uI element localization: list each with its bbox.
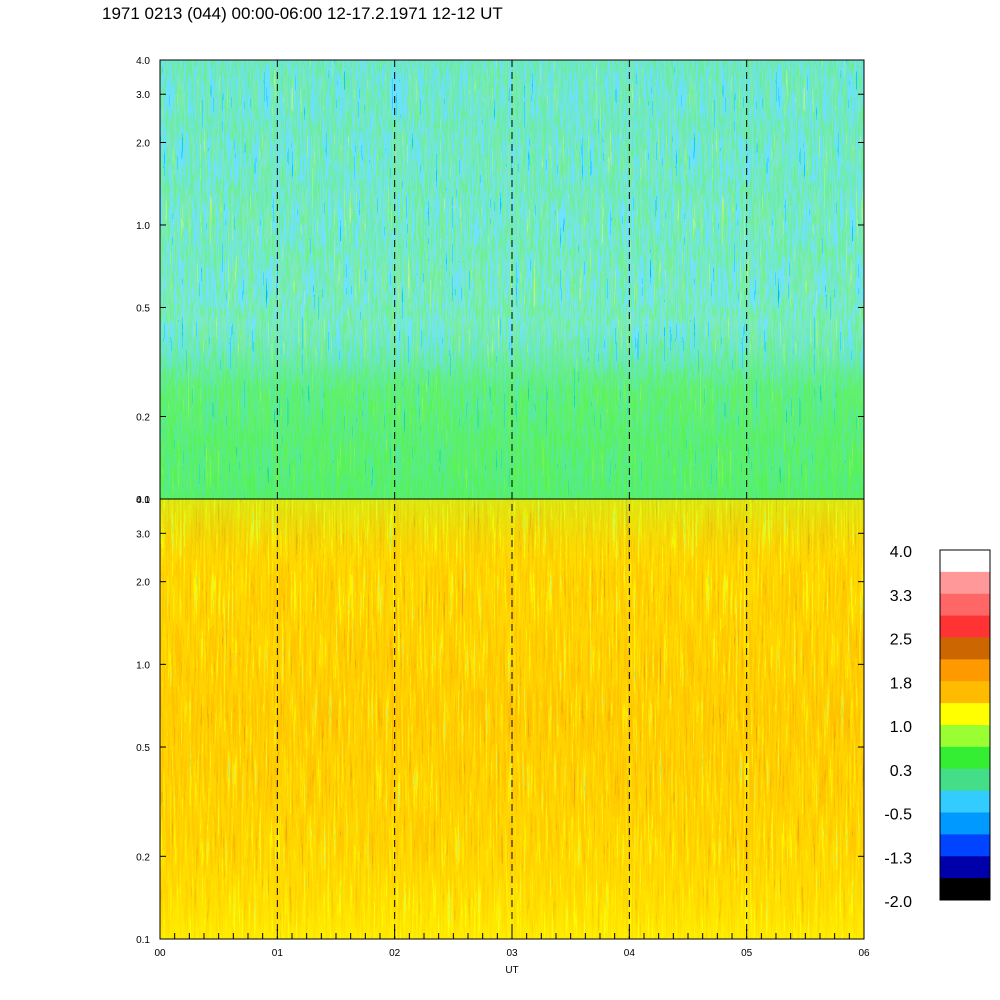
colorbar-swatch (940, 812, 990, 835)
x-tick-label: 00 (154, 948, 166, 959)
colorbar-label: 3.3 (890, 588, 912, 605)
colorbar-swatch (940, 593, 990, 617)
colorbar-swatch (940, 681, 990, 704)
x-tick-label: 04 (624, 948, 636, 959)
y-tick-label: 0.2 (136, 852, 150, 863)
colorbar-swatch (940, 703, 990, 726)
colorbar-swatch (940, 856, 990, 879)
colorbar-swatch (940, 550, 990, 573)
y-tick-label: 0.5 (136, 303, 150, 314)
x-axis: 00 01 02 03 04 05 06 (154, 929, 870, 959)
y-tick-label: 0.1 (136, 495, 150, 506)
y-tick-label: 4.0 (136, 495, 150, 506)
colorbar-swatch (940, 746, 990, 770)
y-tick-label: 0.2 (136, 413, 150, 424)
x-tick-label: 06 (858, 948, 870, 959)
colorbar-swatch (940, 834, 990, 857)
hour-lines (276, 60, 748, 939)
y-tick-label: 1.0 (136, 221, 150, 232)
colorbar-label: -0.5 (884, 807, 912, 824)
colorbar-label: 1.8 (890, 675, 912, 692)
colorbar-swatch (940, 659, 990, 682)
colorbar-label: 2.5 (890, 632, 912, 649)
x-tick-label: 01 (272, 948, 284, 959)
lower-panel: 0.1 0.2 0.5 1.0 2.0 3.0 4.0 (136, 495, 865, 946)
colorbar-swatch (940, 571, 990, 595)
colorbar-label: 1.0 (890, 719, 912, 736)
colorbar-swatch (940, 615, 990, 638)
colorbar-swatch (940, 768, 990, 792)
colorbar: 4.0 3.3 2.5 1.8 1.0 0.3 -0.5 -1.3 -2.0 (884, 544, 991, 911)
colorbar-swatch (940, 878, 990, 901)
y-tick-label: 0.5 (136, 743, 150, 754)
upper-panel: 0.1 0.2 0.5 1.0 2.0 3.0 4.0 (136, 56, 865, 506)
upper-y-ticks: 0.1 0.2 0.5 1.0 2.0 3.0 4.0 (136, 56, 864, 506)
x-axis-label: UT (505, 965, 518, 976)
colorbar-swatch (940, 725, 990, 748)
y-tick-label: 2.0 (136, 138, 150, 149)
colorbar-label: 4.0 (890, 544, 912, 561)
colorbar-label: 0.3 (890, 763, 912, 780)
y-tick-label: 4.0 (136, 56, 150, 67)
x-tick-label: 03 (506, 948, 518, 959)
y-tick-label: 3.0 (136, 90, 150, 101)
y-tick-label: 2.0 (136, 578, 150, 589)
colorbar-label: -2.0 (884, 894, 912, 911)
x-tick-label: 05 (741, 948, 753, 959)
y-tick-label: 0.1 (136, 935, 150, 946)
colorbar-label: -1.3 (884, 850, 912, 867)
lower-y-ticks: 0.1 0.2 0.5 1.0 2.0 3.0 4.0 (136, 495, 864, 946)
x-tick-label: 02 (389, 948, 401, 959)
chart-title: 1971 0213 (044) 00:00-06:00 12-17.2.1971… (102, 4, 503, 23)
y-tick-label: 3.0 (136, 529, 150, 540)
colorbar-frame (939, 549, 991, 901)
y-tick-label: 1.0 (136, 660, 150, 671)
colorbar-swatch (940, 637, 990, 660)
colorbar-swatch (940, 790, 990, 813)
